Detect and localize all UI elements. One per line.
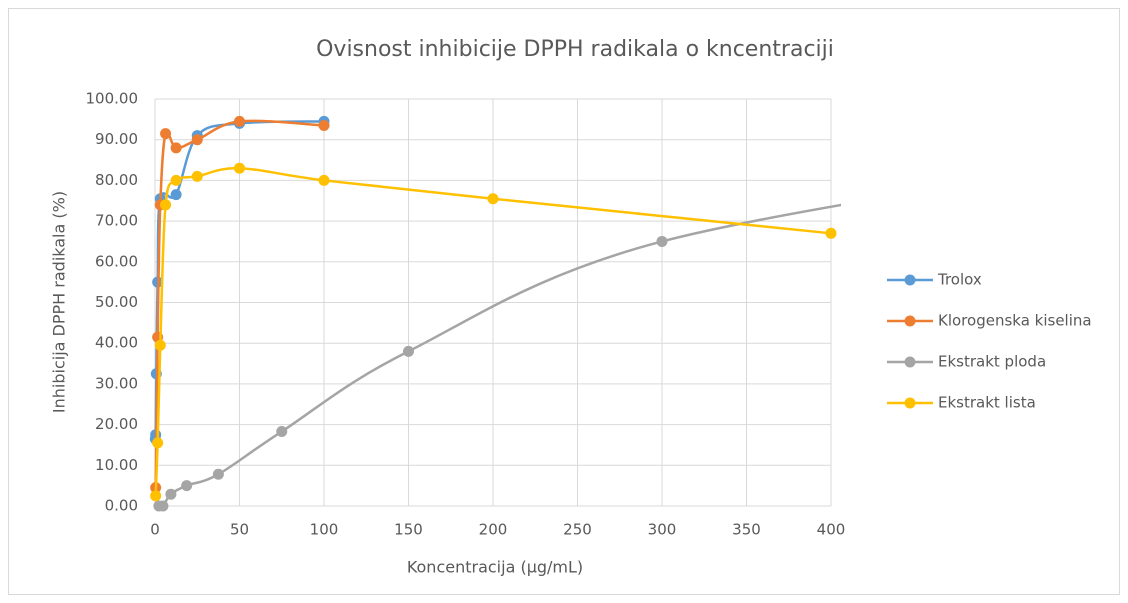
y-tick-label: 0.00	[105, 497, 138, 515]
x-tick-label: 0	[150, 521, 160, 539]
data-point	[165, 488, 177, 500]
y-tick-label: 70.00	[95, 212, 138, 230]
y-tick-label: 60.00	[95, 252, 138, 270]
y-tick-label: 40.00	[95, 334, 138, 352]
data-point	[234, 115, 245, 127]
data-point	[170, 174, 182, 186]
legend-label: Ekstrakt lista	[938, 394, 1036, 412]
data-point	[170, 189, 182, 201]
y-tick-label: 20.00	[95, 415, 138, 433]
x-tick-label: 250	[563, 521, 592, 539]
chart-title: Ovisnost inhibicije DPPH radikala o knce…	[316, 37, 834, 62]
y-tick-label: 10.00	[95, 456, 138, 474]
data-point	[170, 142, 182, 154]
data-point	[212, 468, 224, 480]
y-tick-label: 100.00	[86, 90, 139, 108]
x-tick-label: 50	[230, 521, 249, 539]
data-point	[656, 235, 668, 247]
data-point	[318, 119, 330, 131]
data-point	[160, 128, 172, 140]
data-point	[152, 437, 164, 449]
y-tick-label: 90.00	[95, 130, 138, 148]
data-point	[154, 339, 166, 351]
chart-border	[8, 8, 1120, 595]
data-point	[318, 174, 330, 186]
x-tick-label: 100	[310, 521, 339, 539]
x-tick-label: 150	[394, 521, 423, 539]
plot-area	[149, 115, 841, 512]
y-tick-label: 80.00	[95, 171, 138, 189]
x-tick-label: 300	[648, 521, 677, 539]
data-point	[150, 490, 162, 502]
data-point	[276, 426, 288, 438]
data-point	[234, 162, 245, 174]
data-point	[181, 480, 193, 492]
legend-marker	[904, 315, 916, 327]
data-point	[157, 500, 169, 512]
data-point	[191, 170, 203, 182]
data-point	[403, 345, 414, 357]
y-tick-label: 30.00	[95, 374, 138, 392]
legend-marker	[904, 397, 916, 409]
data-point	[191, 134, 203, 146]
x-axis-title: Koncentracija (µg/mL)	[407, 558, 583, 577]
legend-marker	[904, 274, 916, 286]
legend-label: Trolox	[937, 271, 982, 289]
y-tick-label: 50.00	[95, 293, 138, 311]
data-point	[487, 193, 499, 205]
legend-marker	[904, 356, 916, 368]
x-tick-label: 200	[479, 521, 508, 539]
x-tick-label: 350	[732, 521, 761, 539]
y-axis-title: Inhibicija DPPH radikala (%)	[50, 191, 69, 413]
data-point	[160, 199, 172, 211]
x-tick-label: 400	[817, 521, 846, 539]
data-point	[825, 227, 837, 239]
legend-label: Klorogenska kiselina	[938, 312, 1092, 330]
legend-label: Ekstrakt ploda	[938, 353, 1046, 371]
